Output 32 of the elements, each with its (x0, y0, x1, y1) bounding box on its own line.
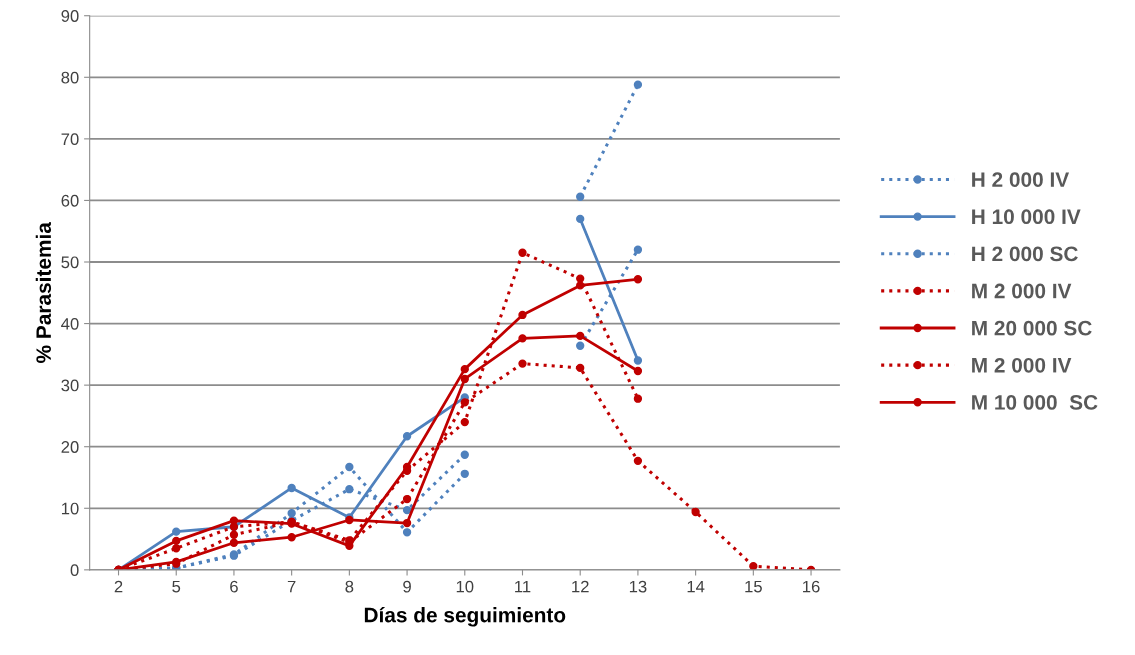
x-tick-label: 6 (230, 580, 238, 593)
y-tick-label: 10 (61, 502, 79, 515)
y-tick-label: 70 (61, 133, 79, 146)
y-tick-label: 40 (61, 317, 79, 330)
x-tick-label: 2 (114, 580, 123, 593)
y-axis-title: % Parasitemia (35, 222, 52, 363)
legend-label: M 2 000 IV (972, 283, 1072, 299)
x-tick-label: 5 (172, 580, 181, 593)
y-tick-label: 50 (61, 256, 79, 269)
y-tick-label: 60 (61, 194, 79, 207)
y-tick-label: 0 (70, 564, 79, 577)
x-tick-label: 15 (745, 580, 762, 593)
x-tick-label: 14 (687, 580, 705, 593)
x-tick-label: 13 (629, 580, 647, 593)
x-axis-title: Días de seguimiento (364, 606, 566, 627)
x-tick-label: 8 (345, 580, 354, 593)
x-tick-label: 7 (287, 580, 296, 593)
y-tick-label: 90 (61, 10, 79, 22)
x-tick-label: 16 (803, 580, 820, 593)
legend-label: M 10 000 SC (972, 395, 1098, 410)
x-tick-label: 11 (515, 580, 531, 593)
x-tick-label: 9 (403, 580, 411, 593)
legend-label: H 2 000 IV (972, 172, 1070, 187)
legend-label: H 10 000 IV (972, 209, 1081, 225)
y-tick-label: 80 (61, 71, 79, 84)
y-tick-label: 20 (61, 441, 79, 453)
x-tick-label: 10 (456, 580, 474, 593)
legend-label: H 2 000 SC (972, 246, 1078, 262)
legend-label: M 2 000 IV (972, 357, 1072, 373)
legend-label: M 20 000 SC (972, 320, 1092, 336)
x-tick-label: 12 (572, 580, 589, 593)
y-tick-label: 30 (61, 379, 79, 392)
